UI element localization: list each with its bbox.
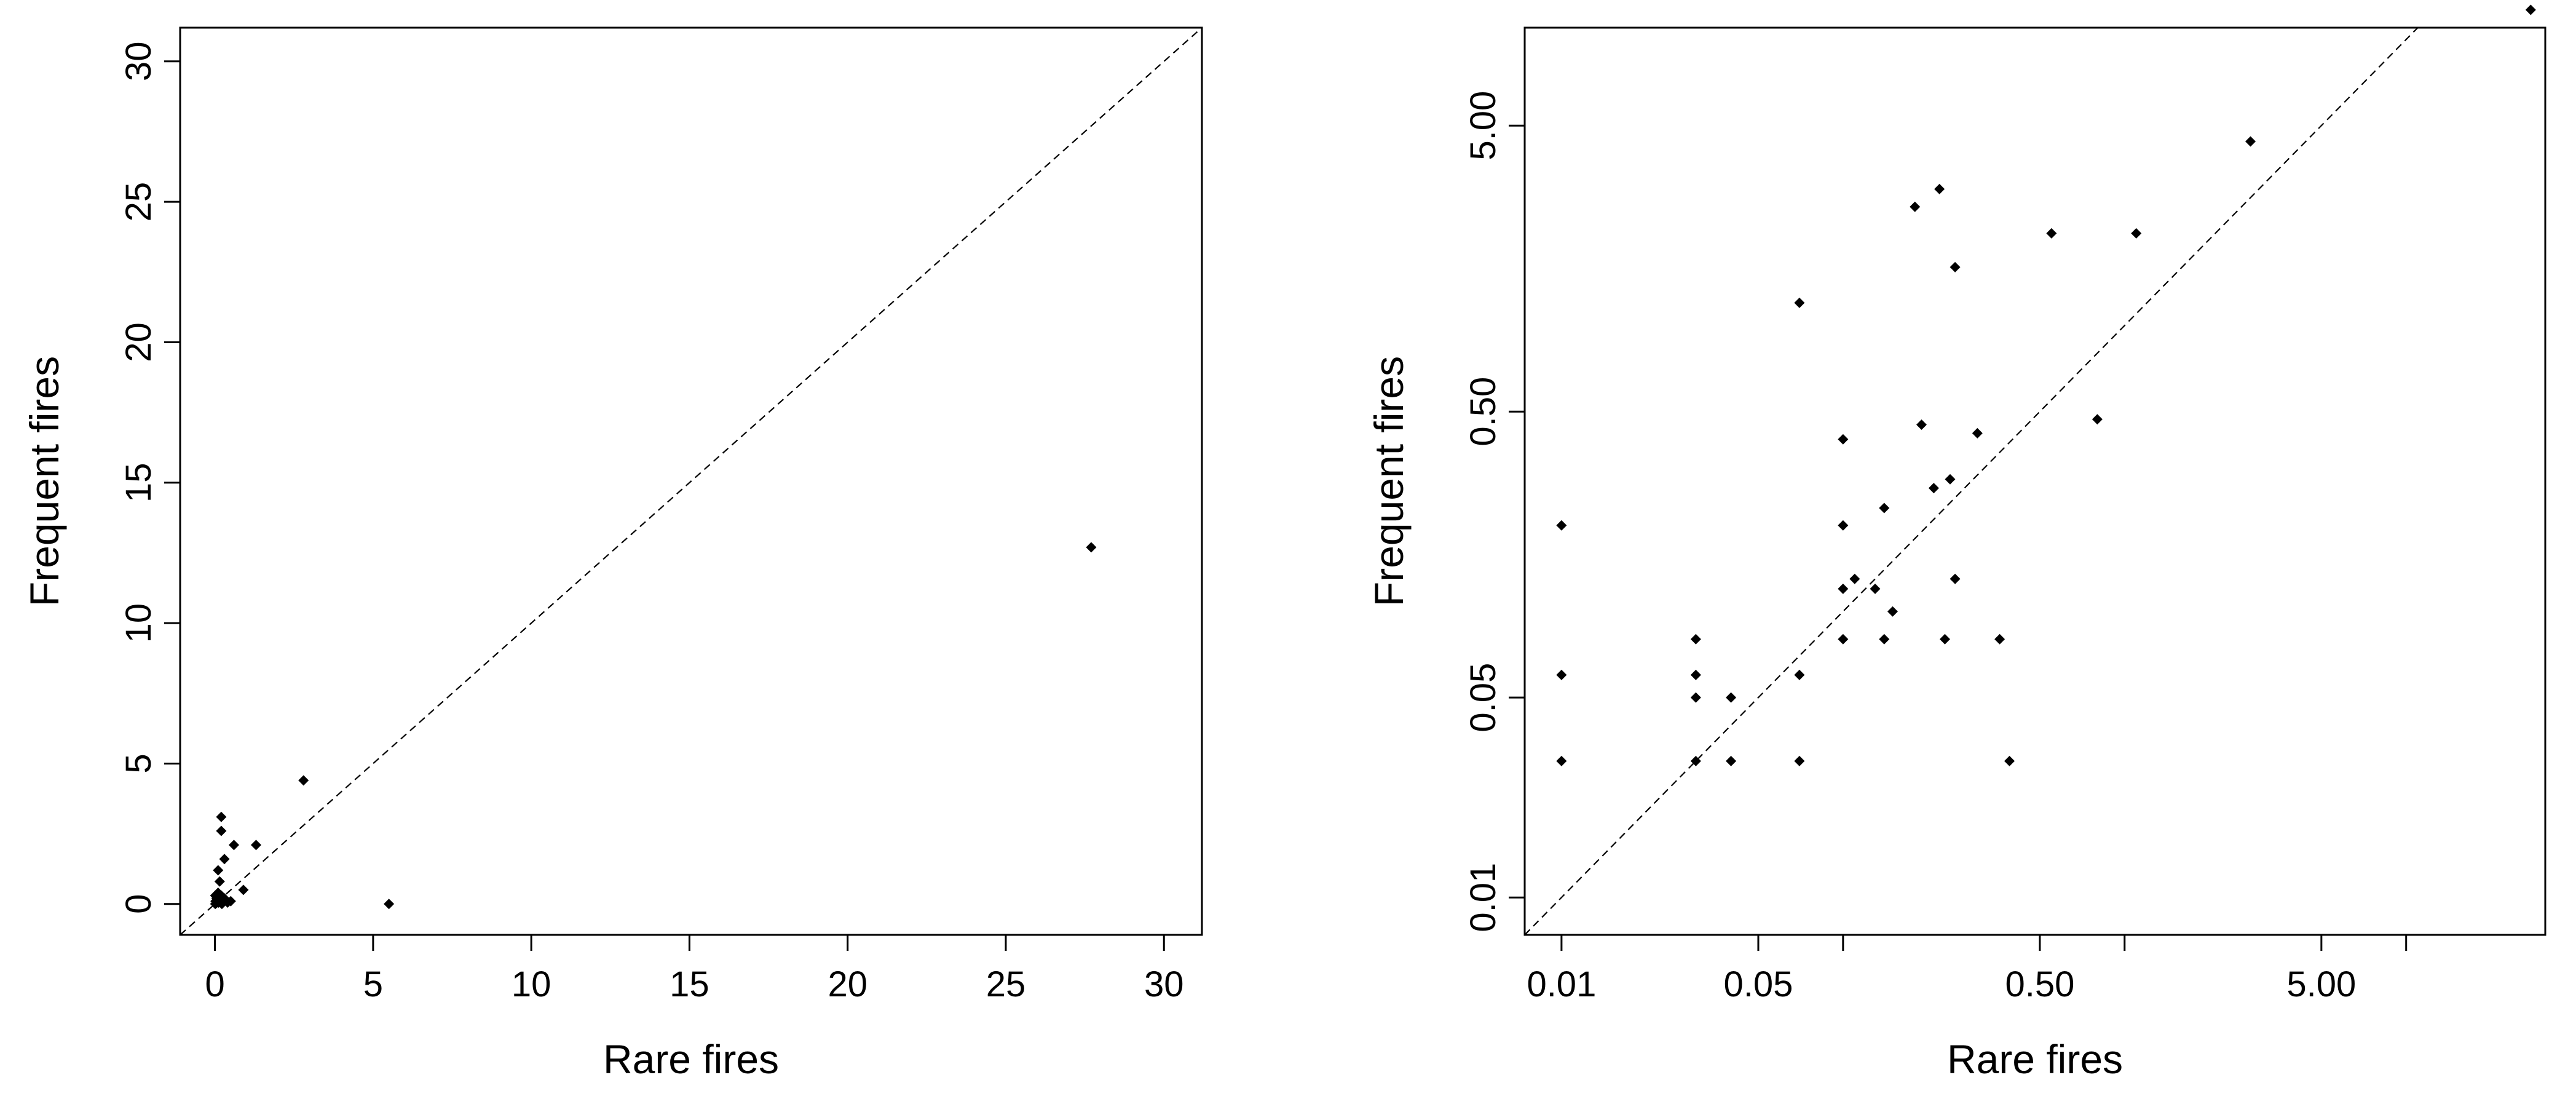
data-point	[219, 854, 230, 865]
x-tick-label: 0.01	[1527, 964, 1596, 1004]
data-point	[1972, 427, 1983, 439]
data-point	[1916, 419, 1927, 430]
data-point	[1794, 297, 1805, 308]
data-point	[1879, 502, 1890, 514]
data-point	[1794, 755, 1805, 766]
data-point	[1910, 201, 1921, 212]
y-tick-label: 0.01	[1463, 863, 1503, 932]
data-point	[2525, 4, 2536, 15]
x-tick-label: 15	[670, 964, 709, 1004]
data-point	[2092, 414, 2103, 425]
y-axis-label: Frequent fires	[22, 356, 67, 606]
data-point	[228, 840, 239, 851]
right-panel-log: 0.01 0.05 0.50 5.00 0.01 0.05 0.50 5.00 Rare fir…	[1366, 4, 2546, 1082]
data-point	[2245, 136, 2256, 147]
data-point	[216, 899, 227, 910]
identity-reference-line	[1525, 28, 2419, 935]
y-tick-label: 30	[119, 42, 159, 82]
plot-frame	[1523, 26, 2546, 936]
data-point	[1849, 573, 1860, 584]
data-point	[1556, 669, 1567, 680]
y-tick-label: 0	[119, 894, 159, 914]
data-point	[1556, 755, 1567, 766]
x-tick-label: 5.00	[2286, 964, 2356, 1004]
data-point	[2046, 228, 2057, 239]
data-point	[1838, 633, 1849, 645]
data-point	[210, 890, 221, 901]
data-point	[1838, 434, 1849, 445]
data-point	[1794, 669, 1805, 680]
x-tick-label: 0.05	[1724, 964, 1793, 1004]
data-point	[1870, 583, 1881, 594]
data-point	[1556, 520, 1567, 531]
y-tick-label: 0.50	[1463, 377, 1503, 447]
data-point	[298, 775, 309, 786]
plot-frame	[179, 26, 1203, 936]
data-point	[1690, 692, 1701, 703]
data-point	[1838, 520, 1849, 531]
data-point	[1934, 183, 1945, 194]
data-point	[1994, 633, 2005, 645]
data-point	[1950, 573, 1961, 584]
identity-reference-line	[180, 28, 1202, 935]
data-point	[1690, 669, 1701, 680]
data-point	[2004, 755, 2015, 766]
data-point	[238, 884, 249, 896]
x-tick-label: 25	[986, 964, 1026, 1004]
y-tick-label: 5.00	[1463, 91, 1503, 161]
data-point	[1690, 755, 1701, 766]
data-point	[1939, 633, 1950, 645]
data-point	[1086, 542, 1097, 553]
x-axis-label: Rare fires	[1947, 1036, 2123, 1082]
data-point	[384, 899, 395, 910]
y-tick-label: 5	[119, 753, 159, 773]
data-point	[214, 876, 225, 887]
data-point	[213, 865, 224, 876]
y-axis-label: Frequent fires	[1366, 356, 1412, 606]
data-point	[216, 825, 227, 836]
x-tick-label: 0.50	[2005, 964, 2074, 1004]
data-point	[1726, 692, 1737, 703]
left-panel-linear: 0 5 10 15 20 25 30 0 5 10 15 20 25 30 Rare fires Freque…	[22, 26, 1203, 1082]
data-point	[1950, 261, 1961, 272]
data-point	[1887, 606, 1898, 617]
data-point	[1945, 474, 1956, 485]
y-tick-label: 0.05	[1463, 663, 1503, 733]
data-point	[1879, 633, 1890, 645]
x-axis-label: Rare fires	[603, 1036, 779, 1082]
x-tick-label: 0	[205, 964, 224, 1004]
x-tick-label: 30	[1144, 964, 1184, 1004]
data-point	[2131, 228, 2142, 239]
x-tick-label: 10	[512, 964, 551, 1004]
data-point	[250, 840, 261, 851]
data-point	[1928, 483, 1939, 494]
y-tick-label: 10	[119, 603, 159, 643]
data-point	[216, 811, 227, 822]
data-point	[1838, 583, 1849, 594]
data-point	[1690, 633, 1701, 645]
y-tick-label: 15	[119, 463, 159, 503]
x-tick-label: 5	[363, 964, 383, 1004]
y-tick-label: 20	[119, 322, 159, 362]
x-tick-label: 20	[828, 964, 867, 1004]
data-point	[1726, 755, 1737, 766]
y-tick-label: 25	[119, 182, 159, 222]
